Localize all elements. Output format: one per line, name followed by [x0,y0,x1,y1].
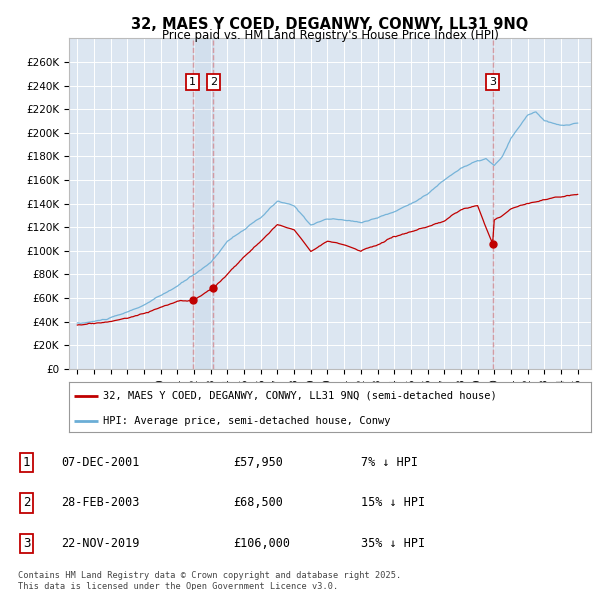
Text: £68,500: £68,500 [233,496,283,510]
Text: 3: 3 [23,537,30,550]
Text: 32, MAES Y COED, DEGANWY, CONWY, LL31 9NQ (semi-detached house): 32, MAES Y COED, DEGANWY, CONWY, LL31 9N… [103,391,497,401]
Text: Price paid vs. HM Land Registry's House Price Index (HPI): Price paid vs. HM Land Registry's House … [161,29,499,42]
Text: 2: 2 [23,496,30,510]
Bar [193,38,214,369]
Text: 7% ↓ HPI: 7% ↓ HPI [361,456,418,469]
Bar [493,38,494,369]
Text: £57,950: £57,950 [233,456,283,469]
Text: 1: 1 [23,456,30,469]
Text: 35% ↓ HPI: 35% ↓ HPI [361,537,425,550]
Text: 15% ↓ HPI: 15% ↓ HPI [361,496,425,510]
Text: Contains HM Land Registry data © Crown copyright and database right 2025.
This d: Contains HM Land Registry data © Crown c… [18,571,401,590]
Text: 07-DEC-2001: 07-DEC-2001 [61,456,140,469]
Text: 28-FEB-2003: 28-FEB-2003 [61,496,140,510]
Text: HPI: Average price, semi-detached house, Conwy: HPI: Average price, semi-detached house,… [103,416,391,426]
Text: £106,000: £106,000 [233,537,290,550]
Text: 32, MAES Y COED, DEGANWY, CONWY, LL31 9NQ: 32, MAES Y COED, DEGANWY, CONWY, LL31 9N… [131,17,529,32]
Text: 22-NOV-2019: 22-NOV-2019 [61,537,140,550]
Text: 3: 3 [489,77,496,87]
Text: 1: 1 [189,77,196,87]
Text: 2: 2 [210,77,217,87]
